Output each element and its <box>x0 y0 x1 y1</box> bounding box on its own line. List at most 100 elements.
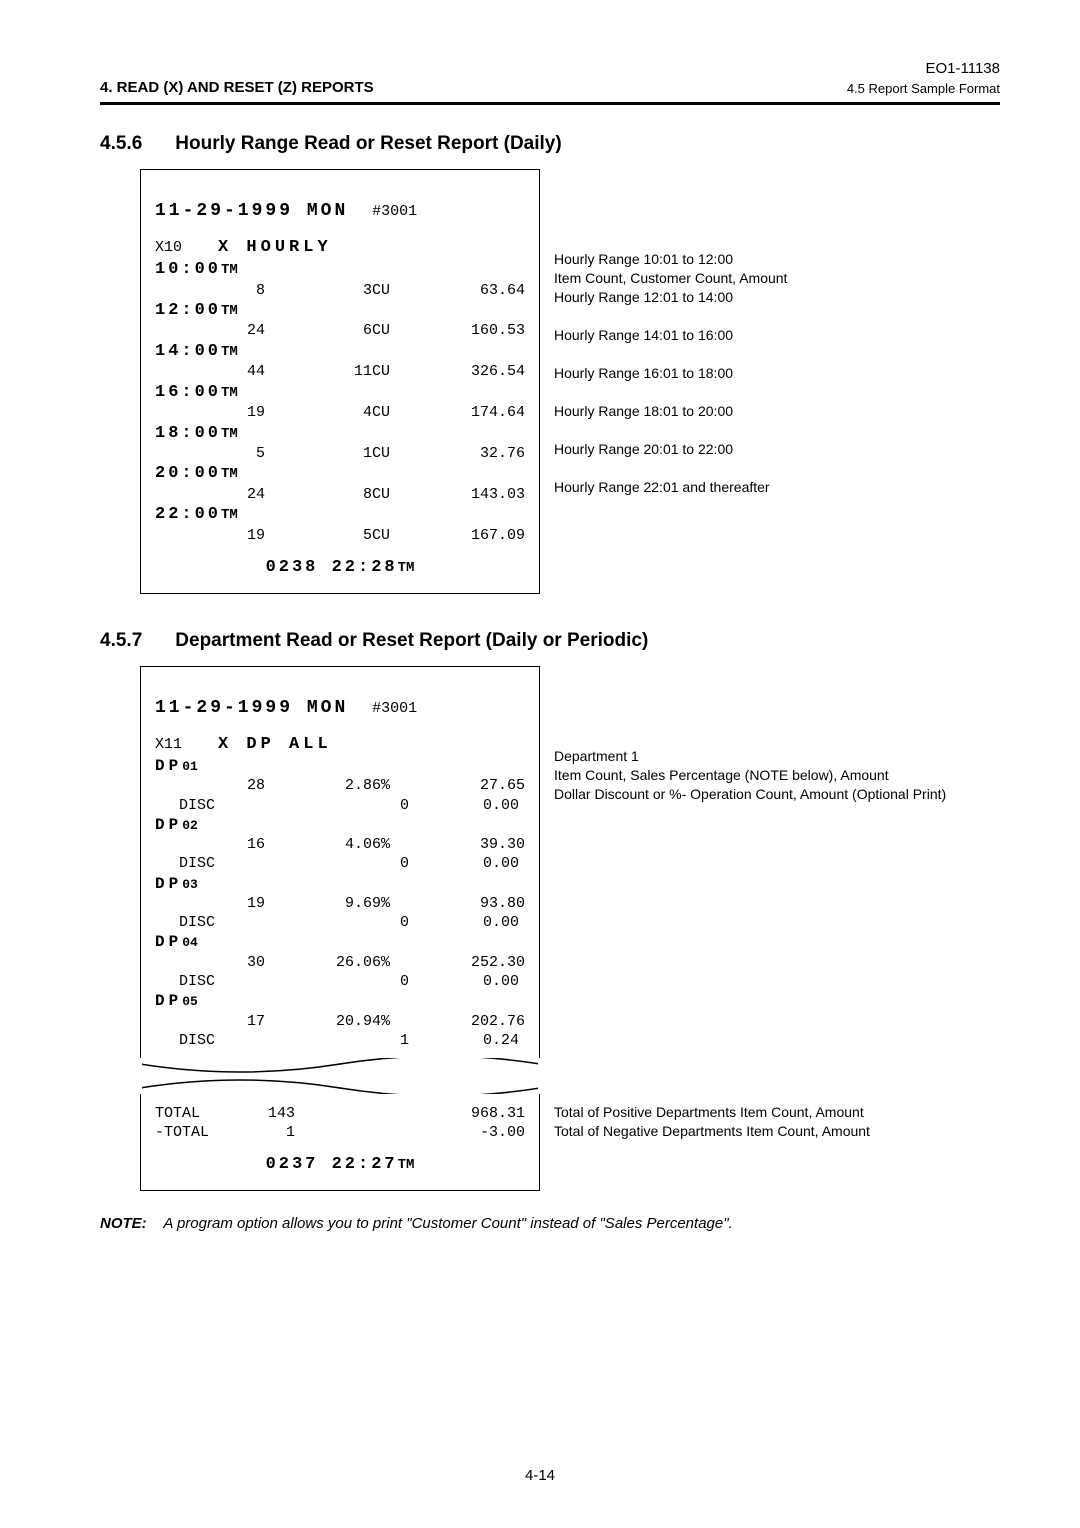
annot-line <box>554 346 787 365</box>
annot-line <box>554 995 946 1014</box>
note-text: A program option allows you to print "Cu… <box>163 1215 732 1232</box>
page-number: 4-14 <box>0 1467 1080 1484</box>
hourly-date: 11-29-1999 <box>155 201 293 221</box>
dept-footer: 0237 22:27TM <box>155 1154 525 1176</box>
time-label: 16:00TM <box>155 382 525 404</box>
dp-label: DP05 <box>155 991 525 1011</box>
annot-line: Department 1 <box>554 748 946 767</box>
hourly-ref: #3001 <box>372 203 417 220</box>
annot-line: Hourly Range 22:01 and thereafter <box>554 479 787 498</box>
annot-line <box>554 308 787 327</box>
annot-line <box>554 824 946 843</box>
annot-line <box>554 938 946 957</box>
header-sub: 4.5 Report Sample Format <box>847 81 1000 96</box>
hourly-xtitle: X HOURLY <box>218 238 332 257</box>
dept-day: MON <box>307 698 348 718</box>
section-457-num: 4.5.7 <box>100 630 170 652</box>
annot-line: Hourly Range 10:01 to 12:00 <box>554 251 787 270</box>
dp-label: DP03 <box>155 874 525 894</box>
dept-data-row: 3026.06%252.30 <box>155 953 525 972</box>
annot-line: Hourly Range 18:01 to 20:00 <box>554 403 787 422</box>
time-label: 22:00TM <box>155 504 525 526</box>
section-456-body: 11-29-1999 MON #3001 X10 X HOURLY 10:00T… <box>100 169 1000 594</box>
dept-ref: #3001 <box>372 700 417 717</box>
hourly-data-row: 83CU63.64 <box>155 281 525 300</box>
hourly-xcode: X10 <box>155 239 182 256</box>
dept-receipt-lower: TOTAL 143 968.31 -TOTAL 1 -3.00 0237 22:… <box>140 1094 540 1191</box>
hourly-footer-text: 0238 22:28 <box>266 558 398 577</box>
total-neg-amt: -3.00 <box>295 1123 525 1142</box>
total-pos-annot: Total of Positive Departments Item Count… <box>554 1104 870 1123</box>
dept-data-row: 199.69%93.80 <box>155 894 525 913</box>
section-457-heading: Department Read or Reset Report (Daily o… <box>175 630 648 651</box>
total-neg-lbl: -TOTAL <box>155 1123 235 1142</box>
disc-row: DISC00.00 <box>155 913 525 932</box>
hourly-data-row: 4411CU326.54 <box>155 362 525 381</box>
total-pos-lbl: TOTAL <box>155 1104 235 1123</box>
note-label: NOTE: <box>100 1215 147 1232</box>
total-positive-row: TOTAL 143 968.31 <box>155 1104 525 1123</box>
total-pos-cnt: 143 <box>235 1104 295 1123</box>
total-annotations: Total of Positive Departments Item Count… <box>540 1094 870 1142</box>
dept-xline: X11 X DP ALL <box>155 734 525 756</box>
section-457-title: 4.5.7 Department Read or Reset Report (D… <box>100 630 1000 652</box>
dept-data-row: 164.06%39.30 <box>155 835 525 854</box>
time-label: 12:00TM <box>155 300 525 322</box>
hourly-annotations: Hourly Range 10:01 to 12:00Item Count, C… <box>540 169 787 517</box>
total-neg-cnt: 1 <box>235 1123 295 1142</box>
disc-row: DISC00.00 <box>155 854 525 873</box>
disc-row: DISC00.00 <box>155 972 525 991</box>
hourly-data-row: 248CU143.03 <box>155 485 525 504</box>
dept-receipt-upper: 11-29-1999 MON #3001 X11 X DP ALL DP0128… <box>140 666 540 1058</box>
total-pos-amt: 968.31 <box>295 1104 525 1123</box>
section-457-lower: TOTAL 143 968.31 -TOTAL 1 -3.00 0237 22:… <box>100 1094 1000 1191</box>
disc-row: DISC00.00 <box>155 796 525 815</box>
annot-line: Hourly Range 14:01 to 16:00 <box>554 327 787 346</box>
dept-data-row: 282.86%27.65 <box>155 776 525 795</box>
header-right: EO1-11138 4.5 Report Sample Format <box>847 60 1000 96</box>
time-label: 20:00TM <box>155 463 525 485</box>
dept-xcode: X11 <box>155 736 182 753</box>
dept-date-line: 11-29-1999 MON #3001 <box>155 697 525 720</box>
annot-line <box>554 805 946 824</box>
annot-line <box>554 1014 946 1033</box>
note: NOTE: A program option allows you to pri… <box>100 1215 1000 1232</box>
section-456-num: 4.5.6 <box>100 133 170 155</box>
annot-line <box>554 976 946 995</box>
dp-label: DP01 <box>155 756 525 776</box>
dp-label: DP04 <box>155 932 525 952</box>
time-label: 14:00TM <box>155 341 525 363</box>
time-label: 18:00TM <box>155 423 525 445</box>
annot-line <box>554 919 946 938</box>
annot-line <box>554 862 946 881</box>
dept-date: 11-29-1999 <box>155 698 293 718</box>
annot-line <box>554 498 787 517</box>
annot-line: Dollar Discount or %- Operation Count, A… <box>554 786 946 805</box>
time-label: 10:00TM <box>155 259 525 281</box>
dept-footer-text: 0237 22:27 <box>266 1155 398 1174</box>
dp-label: DP02 <box>155 815 525 835</box>
annot-line <box>554 843 946 862</box>
hourly-data-row: 194CU174.64 <box>155 403 525 422</box>
dept-data-row: 1720.94%202.76 <box>155 1012 525 1031</box>
hourly-xline: X10 X HOURLY <box>155 237 525 259</box>
annot-line <box>554 881 946 900</box>
dept-xtitle: X DP ALL <box>218 735 332 754</box>
header-rule <box>100 102 1000 105</box>
section-457-upper: 11-29-1999 MON #3001 X11 X DP ALL DP0128… <box>100 666 1000 1058</box>
annot-line <box>554 957 946 976</box>
section-456-heading: Hourly Range Read or Reset Report (Daily… <box>175 133 561 154</box>
hourly-data-row: 51CU32.76 <box>155 444 525 463</box>
hourly-footer: 0238 22:28TM <box>155 557 525 579</box>
annot-line <box>554 900 946 919</box>
total-negative-row: -TOTAL 1 -3.00 <box>155 1123 525 1142</box>
disc-row: DISC10.24 <box>155 1031 525 1050</box>
hourly-receipt: 11-29-1999 MON #3001 X10 X HOURLY 10:00T… <box>140 169 540 594</box>
annot-line: Hourly Range 20:01 to 22:00 <box>554 441 787 460</box>
total-neg-annot: Total of Negative Departments Item Count… <box>554 1123 870 1142</box>
annot-line: Hourly Range 16:01 to 18:00 <box>554 365 787 384</box>
page-header: 4. READ (X) AND RESET (Z) REPORTS EO1-11… <box>100 60 1000 96</box>
hourly-day: MON <box>307 201 348 221</box>
receipt-tear <box>140 1058 540 1094</box>
hourly-date-line: 11-29-1999 MON #3001 <box>155 200 525 223</box>
